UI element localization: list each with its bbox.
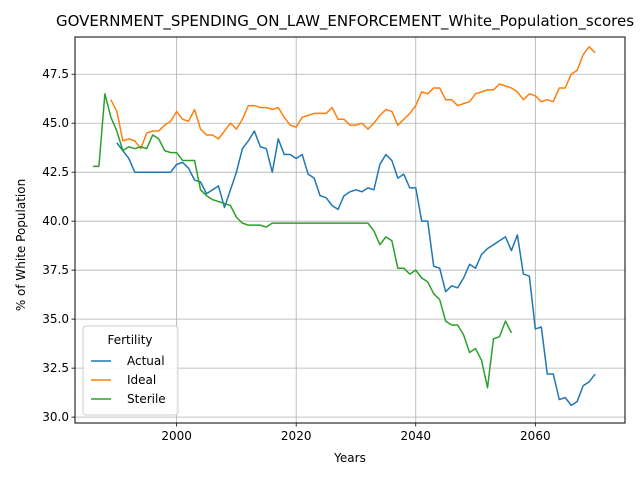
legend: Fertility Actual Ideal Sterile [82, 325, 179, 416]
grid [75, 37, 625, 423]
y-tick-label: 30.0 [42, 410, 69, 424]
y-tick-label: 37.5 [42, 263, 69, 277]
chart-title: GOVERNMENT_SPENDING_ON_LAW_ENFORCEMENT_W… [56, 12, 634, 31]
x-axis-label: Years [333, 451, 366, 465]
y-axis-label: % of White Population [14, 179, 28, 311]
legend-label-ideal: Ideal [127, 373, 156, 387]
y-tick-label: 47.5 [42, 67, 69, 81]
y-tick-label: 42.5 [42, 165, 69, 179]
y-tick-label: 40.0 [42, 214, 69, 228]
legend-label-sterile: Sterile [127, 392, 166, 406]
x-tick-label: 2040 [400, 429, 431, 443]
legend-box [82, 325, 179, 416]
y-tick-label: 45.0 [42, 116, 69, 130]
series-line-actual [116, 130, 596, 407]
axis-ticks: 2000 2020 2040 2060 30.0 32.5 35.0 37.5 40.0 42.5… [42, 67, 550, 443]
x-tick-label: 2000 [161, 429, 192, 443]
y-tick-label: 35.0 [42, 312, 69, 326]
series-line-ideal [110, 46, 596, 150]
y-tick-label: 32.5 [42, 361, 69, 375]
legend-label-actual: Actual [127, 354, 165, 368]
x-tick-label: 2020 [281, 429, 312, 443]
legend-entries: Actual Ideal Sterile [91, 354, 166, 406]
x-tick-label: 2060 [520, 429, 551, 443]
plot-frame [74, 36, 626, 424]
legend-title: Fertility [107, 333, 152, 347]
series-lines [92, 46, 596, 407]
series-line-sterile [92, 93, 513, 389]
